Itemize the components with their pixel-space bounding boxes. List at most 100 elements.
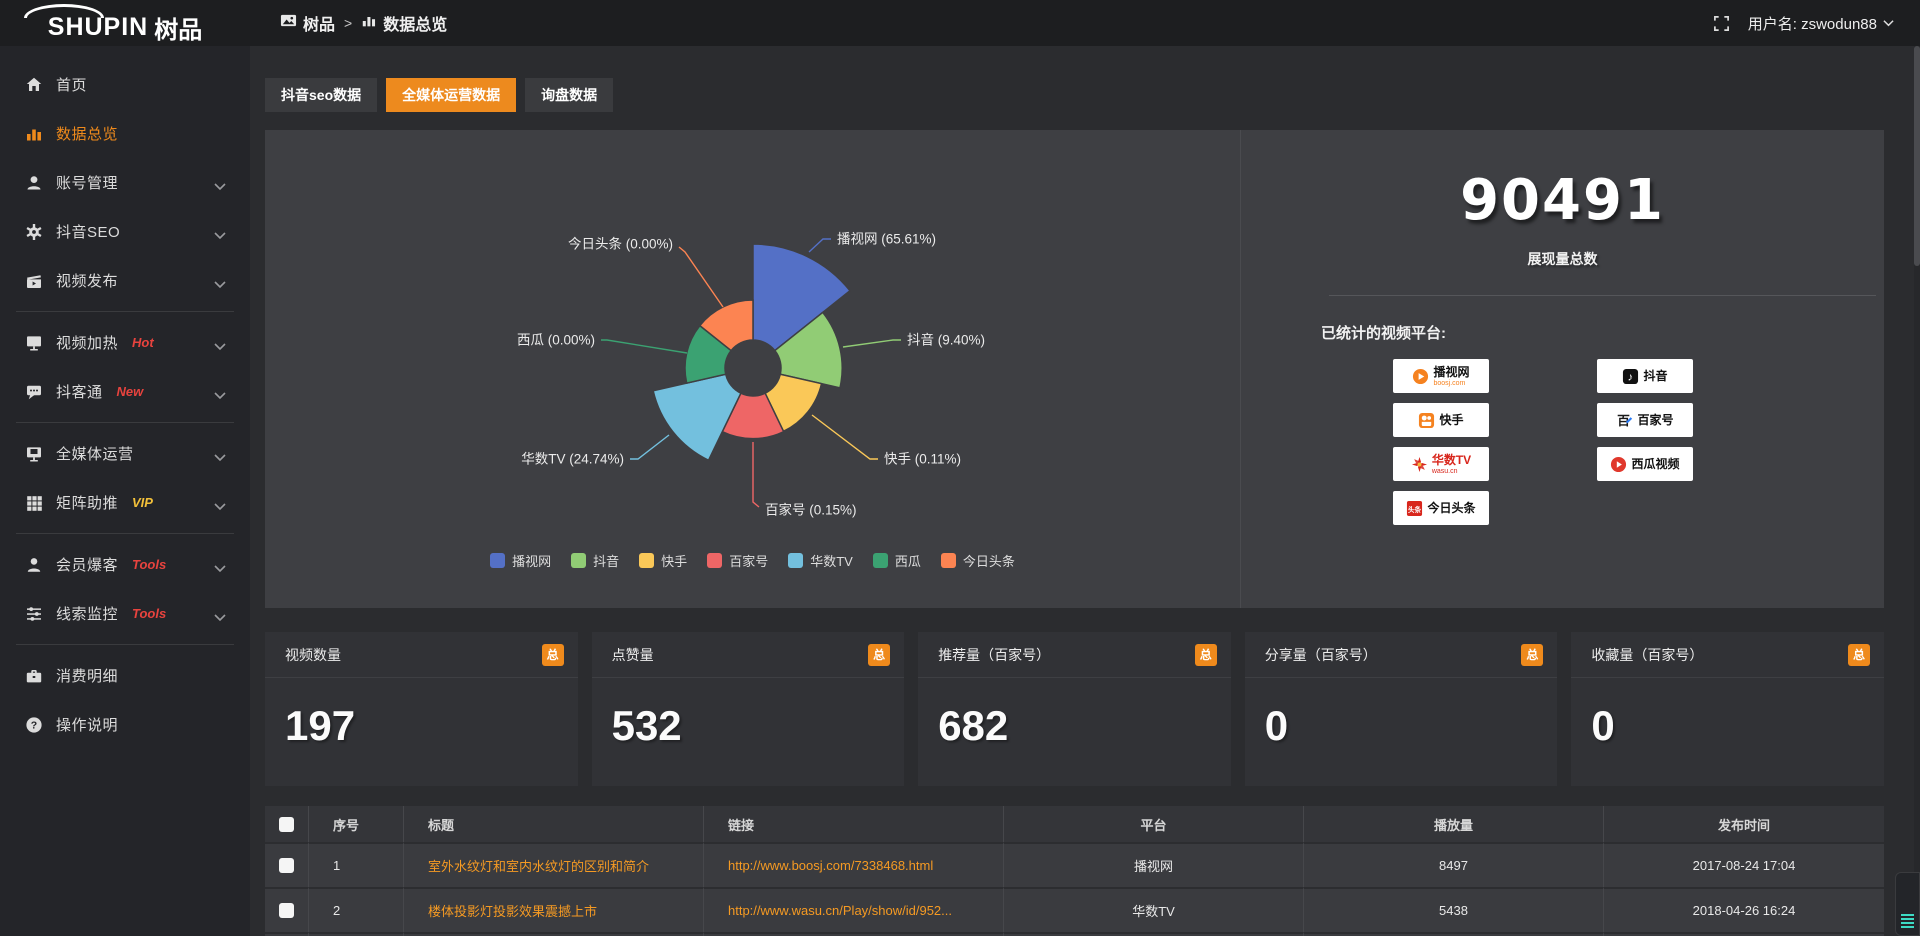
sidebar-item-视频发布[interactable]: 视频发布	[0, 256, 250, 305]
pie-slice-今日头条[interactable]	[698, 299, 754, 352]
platform-name: 华数TV	[1431, 452, 1472, 467]
row-checkbox[interactable]	[279, 903, 294, 918]
breadcrumb: 树品 > 数据总览	[280, 11, 447, 35]
breadcrumb-home[interactable]: 树品	[280, 11, 335, 35]
cell-title-link[interactable]: 楼体投影灯投影效果震撼上市	[404, 887, 704, 932]
legend-item-华数TV[interactable]: 华数TV	[788, 551, 853, 570]
widget-bar	[1901, 926, 1914, 928]
stat-card-value: 0	[1264, 702, 1289, 749]
username-label: 用户名: zswodun88	[1747, 15, 1877, 33]
widget-bar	[1901, 918, 1914, 920]
customer-service-widget[interactable]	[1895, 872, 1920, 936]
stat-card-分享量（百家号）: 分享量（百家号） 总 0	[1244, 632, 1558, 786]
cell-platform: 播视网	[1004, 842, 1304, 887]
tab-抖音seo数据[interactable]: 抖音seo数据	[265, 78, 378, 112]
pie-slice-华数TV[interactable]	[652, 373, 742, 462]
legend-item-西瓜[interactable]: 西瓜	[872, 551, 921, 570]
baijia-logo-icon: 百	[1616, 412, 1633, 429]
sidebar-item-label: 账号管理	[56, 175, 119, 192]
sidebar-item-首页[interactable]: 首页	[0, 60, 250, 109]
cell-index: 1	[309, 842, 404, 887]
stat-card-title: 分享量（百家号）	[1264, 646, 1377, 663]
sidebar-item-消费明细[interactable]: 消费明细	[0, 651, 250, 700]
legend-item-百家号[interactable]: 百家号	[707, 551, 768, 570]
fullscreen-icon[interactable]	[1713, 15, 1730, 32]
sliders-icon	[25, 605, 43, 623]
cell-url-link[interactable]: http://www.boosj.com/7338468.html	[704, 842, 1004, 887]
cell-published: 2017-08-24 17:04	[1604, 842, 1884, 887]
breadcrumb-label: 数据总览	[383, 17, 448, 34]
breadcrumb-separator: >	[344, 15, 353, 31]
total-impressions-caption: 展现量总数	[1527, 251, 1598, 267]
kuaishou-logo-icon	[1418, 412, 1435, 429]
sidebar-badge-VIP: VIP	[132, 495, 153, 510]
sidebar-item-抖客通[interactable]: 抖客通 New	[0, 367, 250, 416]
cell-url-link[interactable]: http://www.wasu.cn/Play/show/id/952...	[704, 887, 1004, 932]
stat-card-value: 532	[611, 702, 682, 749]
sidebar-item-账号管理[interactable]: 账号管理	[0, 158, 250, 207]
sidebar-item-操作说明[interactable]: ? 操作说明	[0, 700, 250, 749]
chart-legend: 播视网 抖音 快手 百家号 华数TV 西瓜 今日头条	[265, 551, 1240, 570]
legend-swatch	[872, 553, 888, 568]
sidebar-item-线索监控[interactable]: 线索监控 Tools	[0, 589, 250, 638]
chevron-down-icon	[214, 178, 226, 195]
cell-url-link[interactable]	[704, 932, 1004, 936]
data-tabs: 抖音seo数据 全媒体运营数据 询盘数据	[265, 78, 1884, 112]
sidebar-item-数据总览[interactable]: 数据总览	[0, 109, 250, 158]
user-star-icon	[25, 556, 43, 574]
table-header-平台: 平台	[1004, 806, 1304, 842]
total-badge: 总	[1847, 643, 1870, 666]
legend-item-今日头条[interactable]: 今日头条	[940, 551, 1015, 570]
tab-询盘数据[interactable]: 询盘数据	[525, 78, 614, 112]
sidebar: 首页数据总览账号管理抖音SEO 视频发布视频加热 Hot 抖客通 New 全媒体运营 矩阵助…	[0, 46, 250, 936]
chevron-down-icon	[214, 387, 226, 404]
pie-slice-抖音[interactable]	[773, 311, 843, 389]
cell-select	[265, 887, 309, 932]
stat-card-header: 收藏量（百家号） 总	[1571, 632, 1884, 678]
stat-card-header: 分享量（百家号） 总	[1244, 632, 1558, 678]
stat-card-推荐量（百家号）: 推荐量（百家号） 总 682	[918, 632, 1231, 786]
cell-title-link[interactable]	[404, 932, 704, 936]
sidebar-item-视频加热[interactable]: 视频加热 Hot	[0, 318, 250, 367]
legend-item-播视网[interactable]: 播视网	[490, 551, 551, 570]
pie-label-line-快手	[811, 414, 878, 460]
total-badge: 总	[1194, 643, 1217, 666]
legend-label: 西瓜	[894, 554, 921, 569]
legend-item-快手[interactable]: 快手	[639, 551, 687, 570]
bar-chart-icon	[361, 13, 377, 34]
legend-item-抖音[interactable]: 抖音	[571, 551, 619, 570]
screen-play-icon	[25, 334, 43, 352]
sidebar-item-会员爆客[interactable]: 会员爆客 Tools	[0, 540, 250, 589]
platforms-title: 已统计的视频平台:	[1321, 325, 1446, 342]
user-menu[interactable]: 用户名: zswodun88	[1748, 13, 1894, 34]
legend-swatch	[707, 553, 723, 568]
app-logo[interactable]: SHUPIN 树品	[0, 0, 250, 46]
gear-icon	[25, 223, 43, 241]
scrollbar-thumb[interactable]	[1914, 46, 1920, 266]
tab-全媒体运营数据[interactable]: 全媒体运营数据	[386, 78, 517, 112]
monitor-icon	[25, 445, 43, 463]
stat-card-收藏量（百家号）: 收藏量（百家号） 总 0	[1571, 632, 1884, 786]
select-all-checkbox[interactable]	[279, 816, 294, 832]
platform-name: 播视网	[1433, 364, 1470, 379]
sidebar-item-label: 数据总览	[56, 126, 119, 143]
cell-index: 2	[309, 887, 404, 932]
pie-label-今日头条: 今日头条 (0.00%)	[568, 236, 673, 252]
pie-slice-播视网[interactable]	[752, 243, 852, 352]
platform-grid: 播视网 boosj.com ♪ 抖音 快手 百百家号 华数TV wasu.cn 西瓜视频 头条 今日…	[1393, 359, 1884, 525]
cell-title-link[interactable]: 室外水纹灯和室内水纹灯的区别和简介	[404, 842, 704, 887]
chevron-down-icon	[214, 498, 226, 515]
breadcrumb-current[interactable]: 数据总览	[361, 11, 447, 35]
sidebar-item-矩阵助推[interactable]: 矩阵助推 VIP	[0, 478, 250, 527]
grid-icon	[25, 494, 43, 512]
platform-badge-今日头条: 头条 今日头条	[1393, 491, 1489, 525]
row-checkbox[interactable]	[279, 858, 294, 873]
sidebar-item-抖音SEO[interactable]: 抖音SEO	[0, 207, 250, 256]
legend-swatch	[788, 553, 804, 568]
chevron-down-icon	[214, 338, 226, 355]
toutiao-logo-icon: 头条	[1406, 500, 1423, 517]
sidebar-item-全媒体运营[interactable]: 全媒体运营	[0, 429, 250, 478]
table-header-标题: 标题	[404, 806, 704, 842]
sidebar-badge-Hot: Hot	[132, 335, 154, 350]
photo-icon	[280, 12, 297, 34]
